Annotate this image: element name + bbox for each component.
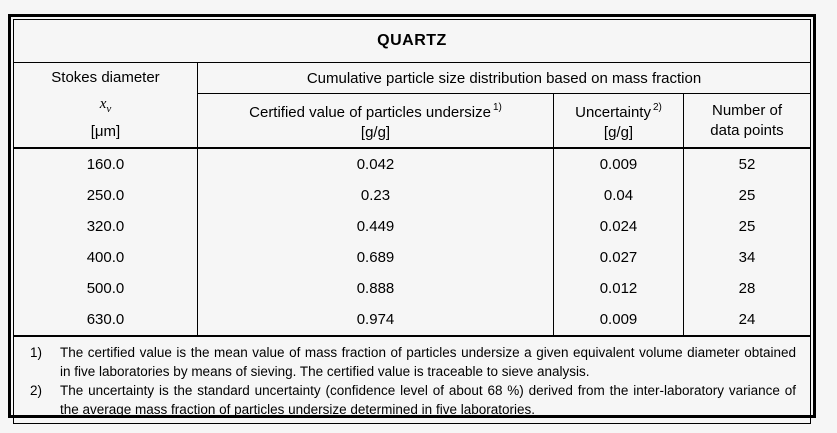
group-header: Cumulative particle size distribution ba…	[197, 62, 811, 94]
certified-value: 0.449	[197, 211, 554, 242]
data-points-value: 25	[683, 211, 811, 242]
data-points-label-line2: data points	[710, 121, 784, 139]
footnotes-section: 1) The certified value is the mean value…	[13, 335, 811, 424]
stokes-diameter-value: 400.0	[13, 242, 198, 273]
certificate-table-frame: QUARTZ Stokes diameter xv [μm] Cumulativ…	[8, 14, 816, 424]
table-row: 500.0 0.888 0.012 28	[13, 273, 811, 304]
subheader-row: Certified value of particles undersize 1)…	[14, 93, 811, 149]
data-points-value: 25	[683, 180, 811, 211]
table-row: 400.0 0.689 0.027 34	[13, 242, 811, 273]
certified-value-header: Certified value of particles undersize 1)…	[197, 93, 554, 149]
certified-value-label: Certified value of particles undersize	[249, 103, 491, 121]
data-points-value: 24	[683, 304, 811, 336]
uncertainty-value: 0.024	[553, 211, 684, 242]
uncertainty-value: 0.027	[553, 242, 684, 273]
data-points-header: Number of data points	[683, 93, 811, 149]
uncertainty-value: 0.012	[553, 273, 684, 304]
stokes-diameter-value: 320.0	[13, 211, 198, 242]
footnote-ref-2: 2)	[652, 101, 662, 113]
footnote-1-marker: 1)	[30, 345, 43, 360]
stokes-diameter-header: Stokes diameter xv [μm]	[13, 62, 198, 149]
uncertainty-value: 0.009	[553, 148, 684, 180]
quartz-table: QUARTZ Stokes diameter xv [μm] Cumulativ…	[13, 19, 811, 424]
uncertainty-header: Uncertainty 2) [g/g]	[553, 93, 684, 149]
certified-value-unit: [g/g]	[360, 123, 391, 141]
footnote-ref-1: 1)	[492, 101, 502, 113]
group-header-row: Stokes diameter xv [μm] Cumulative parti…	[13, 62, 811, 149]
stokes-diameter-value: 160.0	[13, 148, 198, 180]
data-points-value: 34	[683, 242, 811, 273]
footnote-1: 1) The certified value is the mean value…	[30, 343, 796, 381]
table-row: 160.0 0.042 0.009 52	[13, 148, 811, 180]
footnote-2: 2) The uncertainty is the standard uncer…	[30, 381, 796, 419]
table-row: 250.0 0.23 0.04 25	[13, 180, 811, 211]
certified-value: 0.042	[197, 148, 554, 180]
table-row: 630.0 0.974 0.009 24	[13, 304, 811, 336]
data-points-value: 28	[683, 273, 811, 304]
certified-value: 0.974	[197, 304, 554, 336]
footnotes-row: 1) The certified value is the mean value…	[13, 335, 811, 424]
stokes-diameter-value: 250.0	[13, 180, 198, 211]
table-row: 320.0 0.449 0.024 25	[13, 211, 811, 242]
footnote-2-marker: 2)	[30, 383, 43, 398]
certified-value: 0.689	[197, 242, 554, 273]
symbol-x: x	[99, 96, 107, 112]
footnote-1-text: The certified value is the mean value of…	[60, 345, 796, 379]
certified-value-label-line: Certified value of particles undersize 1)	[198, 99, 553, 123]
uncertainty-label: Uncertainty	[575, 103, 651, 121]
stokes-diameter-value: 630.0	[13, 304, 198, 336]
table-title: QUARTZ	[13, 19, 811, 63]
certified-value: 0.23	[197, 180, 554, 211]
uncertainty-label-line: Uncertainty 2)	[554, 99, 683, 123]
stokes-symbol: xv	[14, 96, 197, 115]
symbol-subscript-v: v	[106, 103, 112, 115]
stokes-unit: [μm]	[90, 123, 121, 140]
footnote-2-text: The uncertainty is the standard uncertai…	[60, 383, 796, 417]
data-points-value: 52	[683, 148, 811, 180]
stokes-diameter-label: Stokes diameter	[51, 69, 160, 86]
uncertainty-unit: [g/g]	[603, 123, 634, 141]
data-points-label-line1: Number of	[711, 101, 783, 119]
uncertainty-value: 0.04	[553, 180, 684, 211]
certified-value: 0.888	[197, 273, 554, 304]
title-row: QUARTZ	[13, 19, 811, 63]
uncertainty-value: 0.009	[553, 304, 684, 336]
stokes-diameter-value: 500.0	[13, 273, 198, 304]
